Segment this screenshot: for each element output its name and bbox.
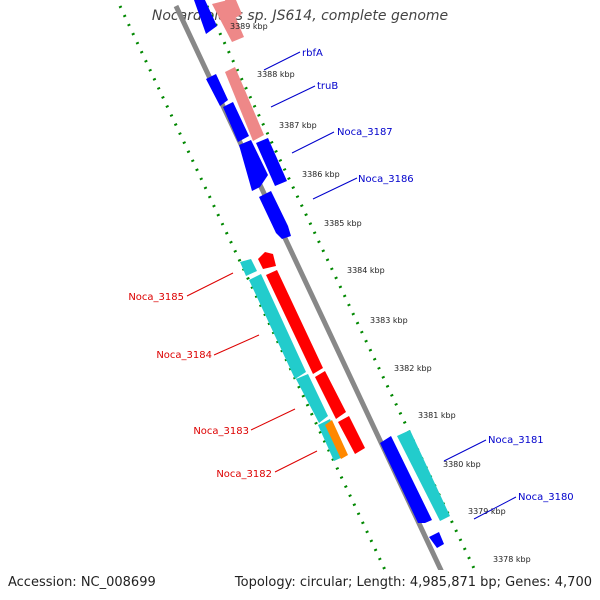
cds-feature[interactable] bbox=[223, 102, 249, 142]
cds-feature[interactable] bbox=[338, 416, 365, 454]
leader-line-noca3185 bbox=[186, 272, 234, 297]
leader-line-noca3187 bbox=[291, 131, 335, 154]
tick-labels: 3389 kbp 3388 kbp 3387 kbp 3386 kbp 3385… bbox=[230, 22, 531, 564]
gene-label-rbfA[interactable]: rbfA bbox=[302, 48, 323, 59]
cds-feature[interactable] bbox=[194, 0, 217, 34]
leader-line-truB bbox=[270, 85, 316, 108]
cds-feature[interactable] bbox=[239, 140, 268, 191]
tick-label: 3388 kbp bbox=[257, 70, 295, 79]
leader-line-noca3183 bbox=[250, 408, 296, 431]
cds-feature[interactable] bbox=[266, 270, 323, 374]
cds-group bbox=[194, 0, 450, 548]
cds-feature[interactable] bbox=[380, 436, 432, 523]
cds-feature[interactable] bbox=[240, 259, 257, 276]
leader-line-rbfA bbox=[263, 51, 301, 71]
leader-line-noca3184 bbox=[213, 334, 260, 356]
gene-label-noca3186[interactable]: Noca_3186 bbox=[358, 174, 414, 185]
cds-feature[interactable] bbox=[212, 0, 244, 42]
gene-label-noca3184[interactable]: Noca_3184 bbox=[156, 350, 212, 361]
leader-line-noca3182 bbox=[274, 450, 318, 473]
gene-label-noca3182[interactable]: Noca_3182 bbox=[216, 469, 272, 480]
cds-feature[interactable] bbox=[325, 420, 348, 459]
cds-feature[interactable] bbox=[296, 374, 328, 423]
tick-label: 3381 kbp bbox=[418, 411, 456, 420]
tick-label: 3379 kbp bbox=[468, 507, 506, 516]
left-dotted-track bbox=[118, 5, 387, 570]
gene-label-noca3187[interactable]: Noca_3187 bbox=[337, 127, 393, 138]
gene-label-noca3183[interactable]: Noca_3183 bbox=[193, 426, 249, 437]
gene-label-noca3181[interactable]: Noca_3181 bbox=[488, 435, 544, 446]
tick-label: 3380 kbp bbox=[443, 460, 481, 469]
tick-label: 3378 kbp bbox=[493, 555, 531, 564]
cds-feature[interactable] bbox=[206, 74, 228, 106]
gene-label-noca3185[interactable]: Noca_3185 bbox=[128, 292, 184, 303]
cds-feature[interactable] bbox=[429, 532, 444, 548]
leader-line-noca3181 bbox=[443, 439, 487, 462]
leader-lines bbox=[186, 51, 517, 520]
tick-label: 3387 kbp bbox=[279, 121, 317, 130]
map-canvas: 3389 kbp 3388 kbp 3387 kbp 3386 kbp 3385… bbox=[118, 0, 574, 570]
gene-labels: rbfA truB Noca_3187 Noca_3186 Noca_3185 … bbox=[128, 48, 573, 503]
cds-feature[interactable] bbox=[258, 252, 276, 269]
cds-feature[interactable] bbox=[397, 430, 450, 521]
tick-label: 3382 kbp bbox=[394, 364, 432, 373]
gene-label-noca3180[interactable]: Noca_3180 bbox=[518, 492, 574, 503]
cds-feature[interactable] bbox=[315, 371, 346, 419]
cds-feature[interactable] bbox=[225, 67, 264, 141]
leader-line-noca3180 bbox=[473, 496, 517, 520]
genome-summary-text: Topology: circular; Length: 4,985,871 bp… bbox=[234, 575, 592, 590]
cds-feature[interactable] bbox=[259, 191, 291, 239]
tick-label: 3385 kbp bbox=[324, 219, 362, 228]
tick-label: 3384 kbp bbox=[347, 266, 385, 275]
cds-feature[interactable] bbox=[256, 138, 287, 186]
tick-label: 3389 kbp bbox=[230, 22, 268, 31]
tick-label: 3386 kbp bbox=[302, 170, 340, 179]
tick-label: 3383 kbp bbox=[370, 316, 408, 325]
leader-line-noca3186 bbox=[312, 177, 358, 200]
accession-text: Accession: NC_008699 bbox=[8, 575, 156, 590]
gene-label-truB[interactable]: truB bbox=[317, 81, 338, 92]
cds-feature[interactable] bbox=[249, 274, 306, 379]
